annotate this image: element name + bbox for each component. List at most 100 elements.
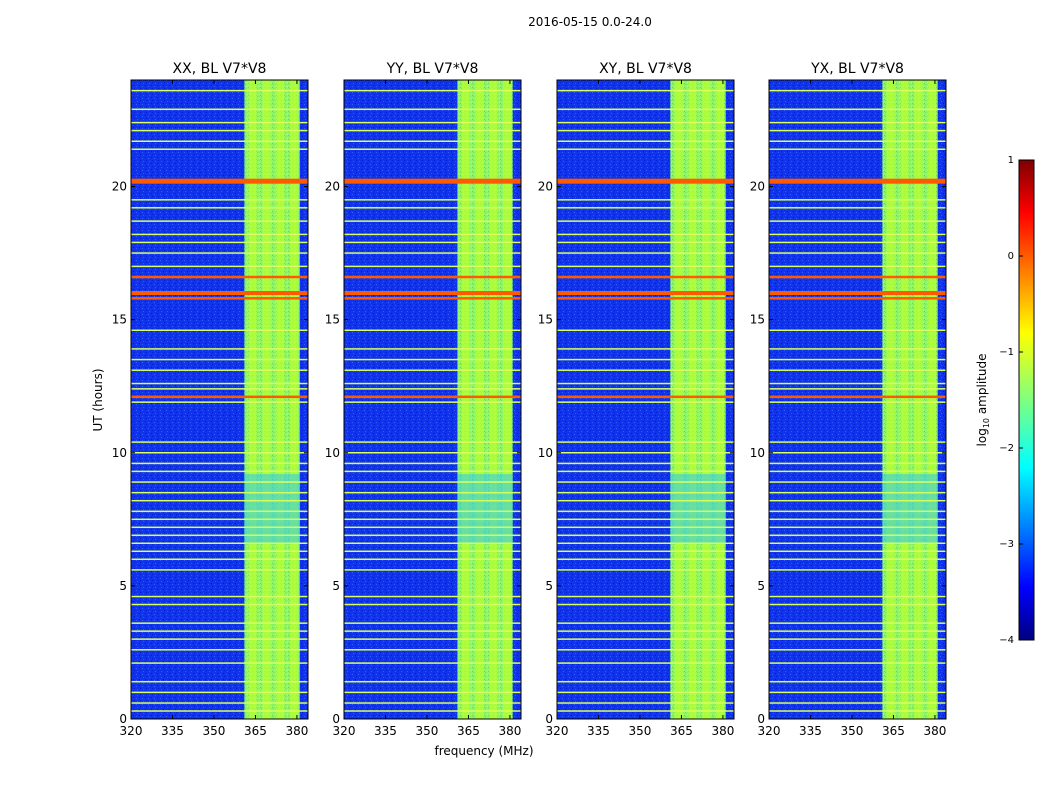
colorbar-tick-label: 0 bbox=[1008, 251, 1014, 262]
signal-channel-2 bbox=[702, 80, 711, 719]
rfi-line-weak bbox=[344, 526, 521, 529]
y-tick-label: 10 bbox=[750, 446, 765, 460]
rfi-line-weak bbox=[344, 550, 521, 553]
signal-channel-0 bbox=[248, 80, 257, 719]
x-tick-label: 380 bbox=[285, 724, 308, 738]
rfi-line-weak bbox=[557, 207, 734, 209]
rfi-line-strong bbox=[769, 291, 946, 295]
rfi-line-weak bbox=[344, 129, 521, 132]
y-tick-label: 0 bbox=[332, 712, 340, 726]
x-tick-label: 320 bbox=[546, 724, 569, 738]
rfi-line-weak bbox=[131, 550, 308, 553]
rfi-line-weak bbox=[769, 470, 946, 473]
rfi-line-weak bbox=[769, 491, 946, 494]
band-gap-region bbox=[457, 474, 513, 544]
rfi-line-weak bbox=[557, 710, 734, 712]
y-tick-label: 0 bbox=[119, 712, 127, 726]
rfi-line-weak bbox=[769, 129, 946, 132]
panel-3: YX, BL V7*V8 320 335 350 365 380 0 5 10 15 20 bbox=[750, 61, 947, 738]
rfi-line-strong bbox=[344, 297, 521, 300]
rfi-line-weak bbox=[557, 462, 734, 465]
y-tick-label: 5 bbox=[757, 579, 765, 593]
signal-channel-1 bbox=[262, 80, 271, 719]
signal-channel-0 bbox=[461, 80, 470, 719]
rfi-line-weak bbox=[344, 595, 521, 598]
x-tick-label: 380 bbox=[711, 724, 734, 738]
rfi-line-weak bbox=[557, 595, 734, 598]
rfi-line-weak bbox=[131, 329, 308, 332]
rfi-line-weak bbox=[557, 233, 734, 236]
rfi-line-weak bbox=[557, 388, 734, 390]
rfi-line-weak bbox=[344, 241, 521, 244]
rfi-line-strong bbox=[344, 178, 521, 184]
panel-1: YY, BL V7*V8 320 335 350 365 380 0 5 10 15 20 bbox=[325, 61, 522, 738]
rfi-line-weak bbox=[131, 630, 308, 632]
rfi-line-weak bbox=[557, 702, 734, 704]
rfi-line-weak bbox=[557, 622, 734, 624]
y-tick-label: 20 bbox=[325, 180, 340, 194]
rfi-line-strong bbox=[557, 178, 734, 184]
x-tick-label: 350 bbox=[416, 724, 439, 738]
rfi-line-weak bbox=[131, 702, 308, 704]
rfi-line-weak bbox=[131, 241, 308, 244]
y-tick-label: 20 bbox=[538, 180, 553, 194]
panel-title: XX, BL V7*V8 bbox=[173, 61, 267, 77]
x-tick-label: 380 bbox=[923, 724, 946, 738]
x-tick-label: 365 bbox=[244, 724, 267, 738]
rfi-line-strong bbox=[344, 395, 521, 399]
colorbar-label-sub: 10 bbox=[982, 418, 991, 428]
rfi-line-weak bbox=[557, 481, 734, 483]
rfi-line-strong bbox=[557, 395, 734, 399]
colorbar-ticks: 1 0 −1 −2 −3 −4 bbox=[999, 155, 1023, 646]
panel-frame bbox=[768, 79, 947, 720]
rfi-line-weak bbox=[557, 662, 734, 664]
rfi-line-weak bbox=[131, 518, 308, 521]
rfi-line-weak bbox=[557, 499, 734, 502]
signal-channel-3 bbox=[503, 80, 512, 719]
rfi-line-weak bbox=[344, 558, 521, 560]
rfi-line-weak bbox=[557, 534, 734, 537]
rfi-line-weak bbox=[131, 558, 308, 560]
rfi-line-weak bbox=[557, 265, 734, 268]
y-tick-label: 0 bbox=[757, 712, 765, 726]
rfi-line-weak bbox=[557, 401, 734, 403]
rfi-line-weak bbox=[344, 649, 521, 651]
signal-channel-2 bbox=[914, 80, 923, 719]
rfi-line-weak bbox=[131, 710, 308, 712]
rfi-line-weak bbox=[344, 518, 521, 521]
panel-0: XX, BL V7*V8 320 335 350 365 380 0 5 10 15 20 bbox=[112, 61, 309, 738]
rfi-line-weak bbox=[557, 220, 734, 222]
y-tick-label: 5 bbox=[545, 579, 553, 593]
rfi-line-weak bbox=[344, 638, 521, 640]
rfi-line-weak bbox=[131, 649, 308, 651]
rfi-line-weak bbox=[769, 510, 946, 513]
rfi-line-weak bbox=[131, 348, 308, 350]
y-tick-label: 5 bbox=[332, 579, 340, 593]
rfi-line-weak bbox=[769, 348, 946, 350]
signal-channel-0 bbox=[886, 80, 895, 719]
rfi-line-strong bbox=[131, 178, 308, 184]
rfi-line-strong bbox=[769, 297, 946, 300]
rfi-line-weak bbox=[344, 491, 521, 494]
rfi-line-weak bbox=[769, 369, 946, 371]
signal-channel-3 bbox=[716, 80, 725, 719]
rfi-line-weak bbox=[131, 526, 308, 529]
y-tick-label: 15 bbox=[538, 313, 553, 327]
rfi-line-weak bbox=[769, 680, 946, 683]
rfi-line-weak bbox=[557, 638, 734, 640]
y-tick-label: 15 bbox=[750, 313, 765, 327]
x-tick-label: 335 bbox=[587, 724, 610, 738]
rfi-line-weak bbox=[344, 121, 521, 124]
rfi-line-weak bbox=[769, 441, 946, 443]
rfi-line-weak bbox=[344, 710, 521, 712]
x-tick-label: 335 bbox=[374, 724, 397, 738]
rfi-line-weak bbox=[557, 108, 734, 111]
rfi-line-weak bbox=[769, 638, 946, 640]
rfi-line-weak bbox=[769, 462, 946, 465]
x-axis-label: frequency (MHz) bbox=[434, 744, 533, 758]
rfi-line-weak bbox=[557, 241, 734, 244]
rfi-line-weak bbox=[131, 121, 308, 124]
rfi-line-weak bbox=[131, 622, 308, 624]
rfi-line-weak bbox=[131, 199, 308, 201]
panel-title: YX, BL V7*V8 bbox=[810, 61, 904, 77]
